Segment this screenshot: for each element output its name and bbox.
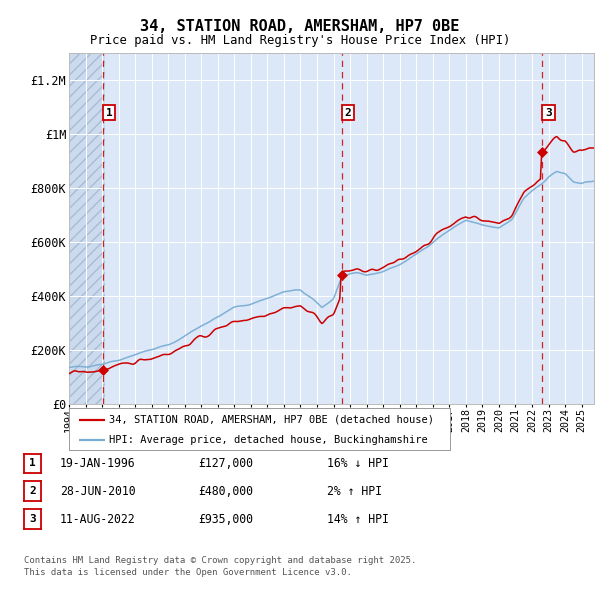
- Text: 16% ↓ HPI: 16% ↓ HPI: [327, 457, 389, 470]
- Text: 2: 2: [29, 486, 36, 496]
- Text: 19-JAN-1996: 19-JAN-1996: [60, 457, 136, 470]
- Text: 3: 3: [29, 514, 36, 524]
- Text: 28-JUN-2010: 28-JUN-2010: [60, 485, 136, 498]
- Text: Price paid vs. HM Land Registry's House Price Index (HPI): Price paid vs. HM Land Registry's House …: [90, 34, 510, 47]
- Text: £127,000: £127,000: [198, 457, 253, 470]
- Text: £480,000: £480,000: [198, 485, 253, 498]
- Text: 1: 1: [106, 107, 113, 117]
- Text: 2% ↑ HPI: 2% ↑ HPI: [327, 485, 382, 498]
- Text: 1: 1: [29, 458, 36, 468]
- Text: 2: 2: [344, 107, 352, 117]
- Text: 34, STATION ROAD, AMERSHAM, HP7 0BE (detached house): 34, STATION ROAD, AMERSHAM, HP7 0BE (det…: [109, 415, 434, 425]
- Text: £935,000: £935,000: [198, 513, 253, 526]
- Text: 11-AUG-2022: 11-AUG-2022: [60, 513, 136, 526]
- Text: 3: 3: [545, 107, 552, 117]
- Text: 34, STATION ROAD, AMERSHAM, HP7 0BE: 34, STATION ROAD, AMERSHAM, HP7 0BE: [140, 19, 460, 34]
- Text: HPI: Average price, detached house, Buckinghamshire: HPI: Average price, detached house, Buck…: [109, 435, 428, 444]
- Text: Contains HM Land Registry data © Crown copyright and database right 2025.
This d: Contains HM Land Registry data © Crown c…: [24, 556, 416, 577]
- Text: 14% ↑ HPI: 14% ↑ HPI: [327, 513, 389, 526]
